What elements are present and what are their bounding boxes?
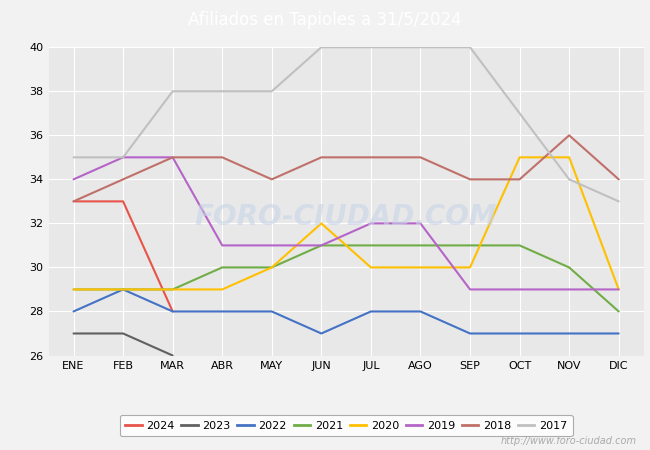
Text: FORO-CIUDAD.COM: FORO-CIUDAD.COM [195,203,497,231]
Text: Afiliados en Tapioles a 31/5/2024: Afiliados en Tapioles a 31/5/2024 [188,11,462,29]
Legend: 2024, 2023, 2022, 2021, 2020, 2019, 2018, 2017: 2024, 2023, 2022, 2021, 2020, 2019, 2018… [120,415,573,436]
Text: http://www.foro-ciudad.com: http://www.foro-ciudad.com [501,436,637,446]
